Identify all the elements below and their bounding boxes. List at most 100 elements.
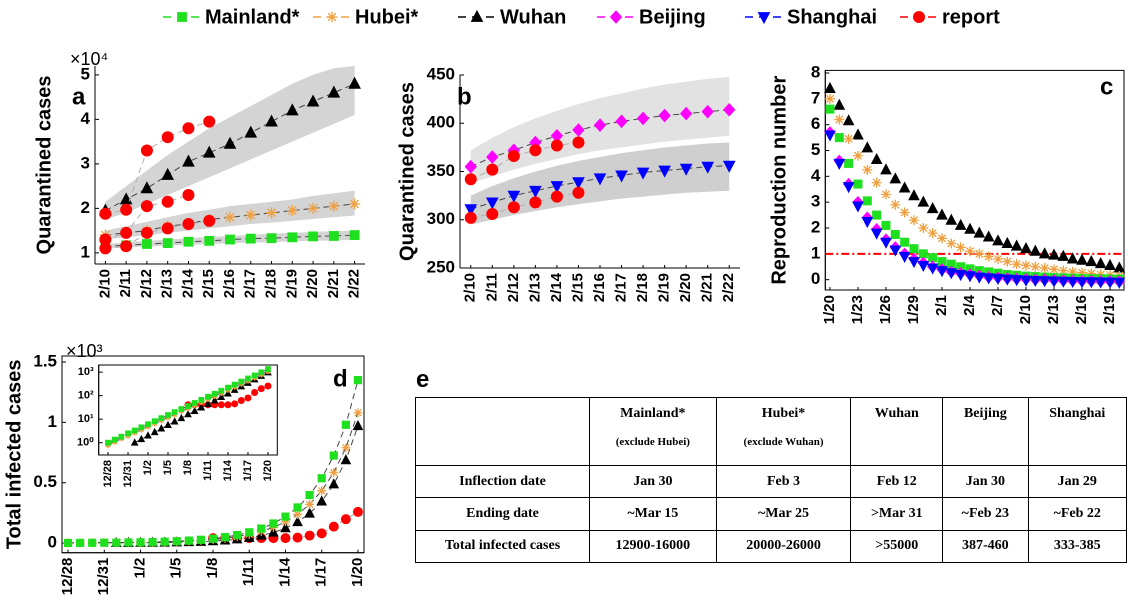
y-tick-label: 0 — [48, 533, 57, 552]
marker — [198, 397, 205, 403]
marker — [182, 189, 195, 202]
series-line — [470, 142, 579, 180]
marker — [130, 438, 139, 446]
marker — [862, 196, 872, 206]
marker — [265, 114, 278, 127]
x-tick-label: 2/12 — [505, 273, 522, 302]
marker — [464, 204, 478, 217]
marker — [1057, 276, 1070, 288]
y-tick-label: 4 — [81, 109, 91, 128]
marker — [203, 214, 216, 227]
marker — [140, 226, 153, 239]
marker — [658, 108, 671, 123]
marker — [529, 196, 542, 209]
marker — [251, 389, 259, 397]
x-tick-label: 2/18 — [634, 273, 651, 302]
marker — [852, 150, 863, 161]
marker — [118, 433, 125, 440]
marker — [352, 506, 363, 517]
x-tick-label: 1/14 — [276, 557, 293, 587]
x-tick-label: 2/11 — [117, 269, 134, 297]
marker — [572, 177, 585, 190]
marker — [871, 177, 882, 188]
x-tick-label: 2/16 — [221, 269, 238, 298]
marker — [636, 167, 650, 180]
marker — [1001, 274, 1014, 286]
x-tick-label: 1/29 — [905, 295, 922, 324]
x-tick-label: 2/12 — [138, 269, 155, 298]
y-tick-label: 1 — [81, 242, 90, 261]
marker — [1104, 277, 1116, 289]
cell: ~Feb 22 — [1027, 497, 1127, 531]
marker — [162, 238, 173, 248]
x-tick-label: 2/15 — [569, 273, 586, 302]
marker — [204, 399, 212, 407]
x-tick-label: 2/14 — [179, 268, 196, 298]
marker — [1086, 268, 1097, 279]
marker — [131, 427, 138, 434]
y-tick-label: 6 — [811, 114, 820, 133]
cell: Feb 3 — [715, 464, 852, 499]
x-tick-label: 2/1 — [933, 295, 950, 316]
marker — [328, 478, 340, 489]
marker — [636, 111, 650, 126]
y-tick-label: 450 — [427, 64, 455, 83]
marker — [285, 103, 299, 116]
marker — [900, 237, 910, 247]
x-tick-label: 2/13 — [1045, 295, 1062, 324]
marker — [1030, 261, 1041, 272]
marker — [464, 159, 477, 174]
cell: 12900-16000 — [589, 529, 717, 564]
marker — [257, 385, 265, 393]
marker — [190, 406, 199, 415]
marker — [268, 526, 279, 537]
marker — [111, 436, 118, 443]
marker — [572, 136, 585, 149]
marker — [137, 434, 146, 443]
marker — [1113, 277, 1126, 289]
marker — [964, 271, 976, 283]
x-tick-label: 1/26 — [877, 295, 894, 324]
table-header: Mainland* (exclude Hubei) Hubei* (exclude … — [415, 397, 1127, 466]
marker — [88, 538, 97, 547]
marker — [170, 417, 179, 425]
marker — [1020, 260, 1031, 271]
marker — [257, 524, 266, 533]
marker — [992, 234, 1004, 246]
marker — [328, 200, 340, 212]
y-axis-label: Total infected cases — [3, 359, 25, 549]
marker — [327, 85, 341, 98]
marker — [328, 521, 339, 532]
cell: ~Feb 23 — [942, 497, 1029, 531]
marker — [917, 195, 930, 207]
marker — [245, 528, 254, 537]
y-tick-label: 0 — [811, 269, 820, 288]
x-tick-label: 12/31 — [95, 558, 112, 596]
marker — [148, 537, 157, 547]
marker — [305, 490, 314, 500]
marker — [125, 430, 131, 437]
marker — [992, 273, 1004, 285]
marker — [1066, 252, 1079, 264]
marker — [834, 133, 844, 143]
x-tick-label: 2/20 — [304, 269, 321, 298]
marker — [946, 238, 957, 249]
marker — [899, 207, 910, 218]
marker — [1048, 264, 1059, 275]
marker — [63, 538, 73, 548]
summary-table: Mainland* (exclude Hubei) Hubei* (exclude … — [415, 397, 1127, 564]
marker — [231, 381, 238, 388]
marker — [507, 190, 521, 203]
x-tick-label: 2/15 — [200, 269, 217, 298]
y-tick-label: 10¹ — [78, 413, 94, 425]
cell: 20000-26000 — [715, 529, 852, 564]
marker — [182, 122, 195, 135]
marker — [329, 451, 338, 460]
x-tick-label: 2/21 — [325, 269, 342, 298]
marker — [890, 199, 901, 210]
marker — [1067, 266, 1078, 277]
x-tick-label: 1/17 — [313, 558, 330, 587]
y-tick-label: 3 — [81, 153, 90, 172]
marker — [572, 186, 585, 199]
marker — [211, 390, 218, 397]
